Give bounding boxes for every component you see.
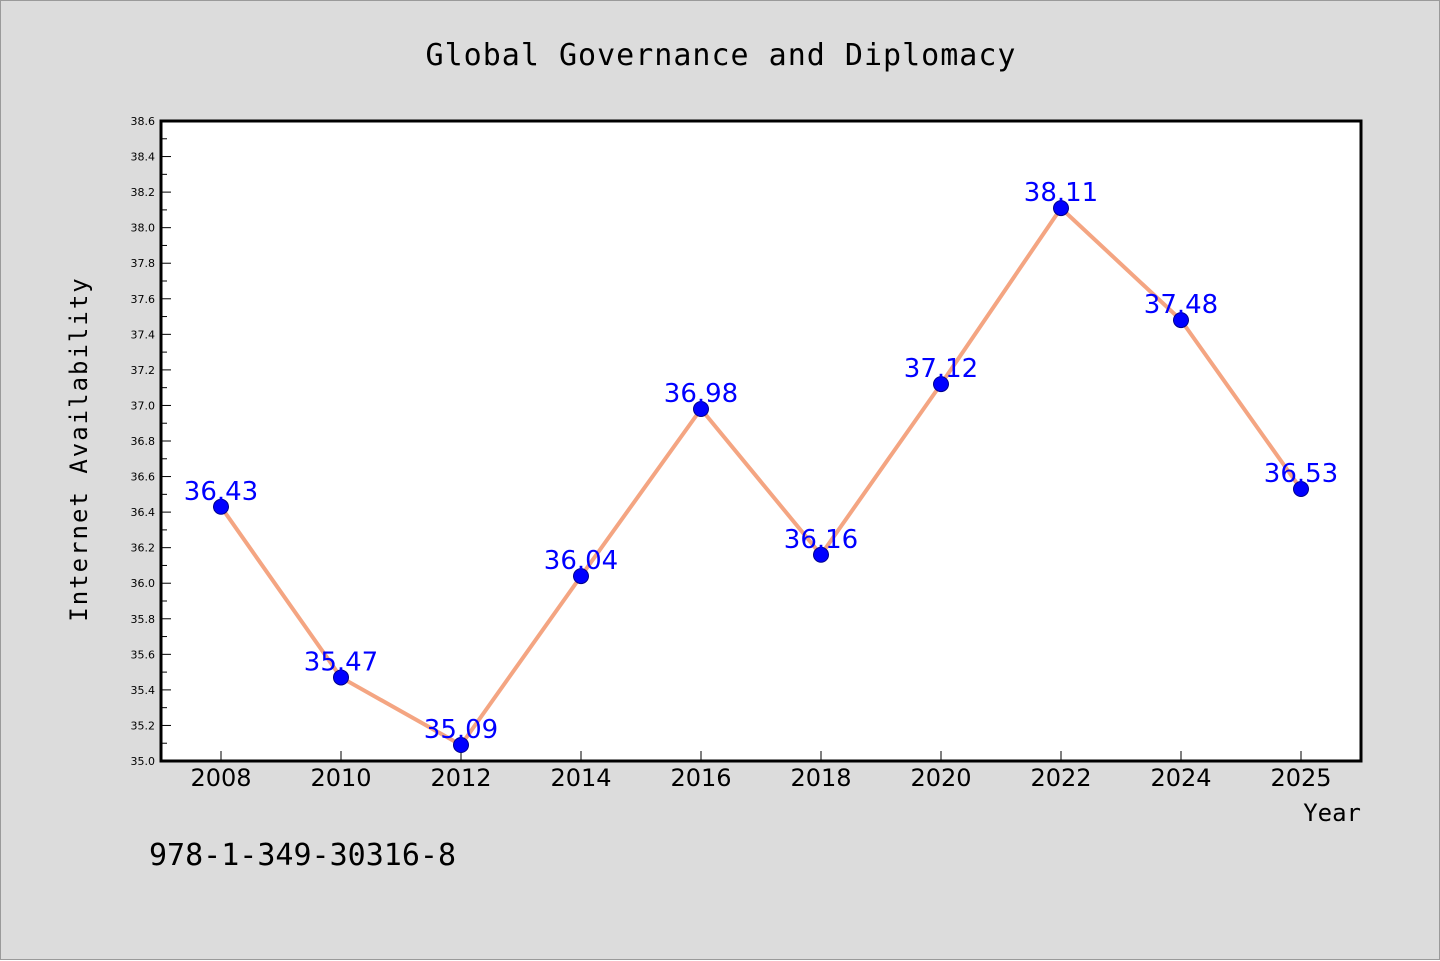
y-tick-label: 38.6 [131,115,156,128]
x-tick-label: 2022 [1030,764,1091,792]
y-tick-label: 37.6 [131,293,156,306]
y-tick-label: 37.4 [131,328,156,341]
data-label: 36.16 [784,525,858,555]
data-label: 35.47 [304,647,378,677]
y-tick-label: 35.8 [131,613,156,626]
y-tick-label: 35.6 [131,648,156,661]
x-tick-label: 2008 [190,764,251,792]
data-point [453,737,469,753]
x-tick-label: 2018 [790,764,851,792]
y-tick-label: 38.2 [131,186,156,199]
y-axis-ticks: 35.0 35.2 35.4 35.6 35.8 36.0 36.2 36.4 36.6 36.8… [131,115,171,768]
data-label: 38.11 [1024,178,1098,208]
data-label: 36.04 [544,546,618,576]
x-tick-label: 2010 [310,764,371,792]
x-tick-label: 2024 [1150,764,1211,792]
y-tick-label: 36.4 [131,506,156,519]
x-tick-label: 2012 [430,764,491,792]
data-point [693,401,709,417]
footer-isbn: 978-1-349-30316-8 [149,838,456,873]
data-label: 37.48 [1144,290,1218,320]
data-point [1173,312,1189,329]
y-tick-label: 35.0 [131,755,156,768]
plot-area [161,121,1361,761]
x-tick-label: 2014 [550,764,611,792]
data-label: 36.98 [664,379,738,409]
data-label: 37.12 [904,354,978,384]
y-tick-label: 38.4 [131,151,156,164]
series-data-labels: 36.43 35.47 35.09 36.04 36.98 36.16 37.12 38.11… [184,178,1338,745]
data-label: 36.43 [184,477,258,507]
y-axis-label: Internet Availability [65,276,93,621]
data-label: 36.53 [1264,459,1338,489]
series-markers [213,200,1309,753]
y-tick-label: 37.8 [131,257,156,270]
y-tick-label: 37.0 [131,399,156,412]
data-point [1293,481,1309,497]
x-tick-label: 2025 [1270,764,1331,792]
y-tick-label: 35.2 [131,719,156,732]
y-tick-label: 36.0 [131,577,156,590]
chart-title: Global Governance and Diplomacy [426,38,1017,73]
x-tick-label: 2016 [670,764,731,792]
series-line [219,206,1303,747]
data-point [333,669,349,686]
x-axis-ticks: 2008 2010 2012 2014 2016 2018 2020 2022 2024 2025 [190,751,1332,792]
x-tick-label: 2020 [910,764,971,792]
y-tick-label: 35.4 [131,684,156,697]
y-tick-label: 36.6 [131,471,156,484]
data-point [933,376,949,393]
y-tick-label: 36.8 [131,435,156,448]
data-point [813,546,829,563]
y-tick-label: 38.0 [131,222,156,235]
data-label: 35.09 [424,715,498,745]
data-point [1053,200,1069,217]
plot-frame [159,119,1363,763]
y-tick-label: 37.2 [131,364,156,377]
y-tick-label: 36.2 [131,542,156,555]
x-axis-label: Year [1303,799,1361,827]
data-point [573,568,589,585]
data-point [213,498,229,515]
